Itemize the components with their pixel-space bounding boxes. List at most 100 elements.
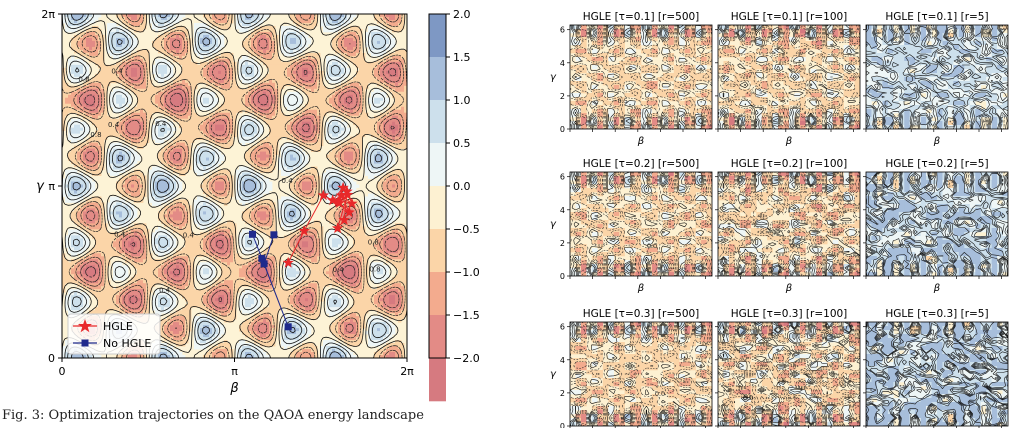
- contour-cell: [320, 100, 324, 105]
- contour-cell: [89, 46, 93, 51]
- contour-cell: [290, 100, 294, 105]
- contour-cell: [311, 94, 315, 99]
- contour-cell: [239, 106, 243, 111]
- contour-cell: [155, 37, 159, 42]
- contour-cell: [83, 88, 87, 93]
- contour-cell: [263, 91, 267, 96]
- contour-cell: [116, 76, 120, 81]
- contour-cell: [77, 157, 81, 161]
- contour-cell: [104, 133, 108, 138]
- contour-cell: [275, 64, 279, 69]
- contour-cell: [398, 97, 402, 102]
- contour-cell: [329, 73, 333, 78]
- contour-cell: [236, 88, 240, 93]
- contour-cell: [311, 145, 315, 150]
- contour-cell: [359, 121, 363, 126]
- contour-cell: [176, 55, 180, 60]
- contour-cell: [287, 49, 291, 54]
- contour-cell: [203, 28, 207, 33]
- contour-cell: [185, 31, 189, 36]
- contour-cell: [347, 34, 351, 39]
- contour-cell: [83, 103, 87, 108]
- contour-cell: [242, 166, 246, 170]
- contour-cell: [392, 37, 396, 42]
- contour-cell: [200, 76, 204, 81]
- contour-cell: [284, 52, 288, 57]
- contour-cell: [269, 73, 273, 78]
- contour-cell: [275, 49, 279, 54]
- contour-cell: [350, 178, 354, 182]
- contour-cell: [221, 142, 225, 147]
- contour-cell: [341, 19, 345, 24]
- contour-cell: [257, 73, 261, 78]
- contour-cell: [401, 127, 405, 132]
- contour-cell: [254, 19, 258, 24]
- contour-cell: [161, 61, 165, 66]
- contour-cell: [170, 37, 174, 42]
- contour-cell: [338, 103, 342, 108]
- contour-cell: [353, 58, 357, 63]
- contour-cell: [113, 55, 117, 60]
- contour-cell: [95, 34, 99, 39]
- contour-cell: [302, 76, 306, 81]
- contour-cell: [311, 61, 315, 66]
- contour-cell: [269, 100, 273, 105]
- contour-cell: [251, 94, 255, 99]
- contour-cell: [284, 172, 288, 176]
- contour-cell: [197, 73, 201, 78]
- contour-cell: [353, 61, 357, 66]
- contour-cell: [65, 100, 69, 105]
- contour-cell: [374, 70, 378, 75]
- contour-cell: [65, 106, 69, 111]
- contour-cell: [302, 184, 306, 188]
- contour-cell: [278, 124, 282, 129]
- contour-cell: [188, 142, 192, 147]
- contour-cell: [299, 49, 303, 54]
- contour-cell: [203, 79, 207, 84]
- contour-cell: [299, 67, 303, 72]
- contour-cell: [314, 55, 318, 60]
- contour-cell: [356, 58, 360, 63]
- contour-cell: [353, 49, 357, 54]
- contour-cell: [380, 64, 384, 69]
- contour-cell: [299, 73, 303, 78]
- contour-cell: [215, 124, 219, 129]
- contour-cell: [233, 112, 237, 117]
- contour-cell: [74, 61, 78, 66]
- contour-cell: [317, 55, 321, 60]
- contour-cell: [353, 97, 357, 102]
- contour-cell: [98, 28, 102, 33]
- contour-cell: [239, 88, 243, 93]
- contour-cell: [218, 76, 222, 81]
- contour-cell: [296, 28, 300, 33]
- contour-cell: [113, 97, 117, 102]
- contour-cell: [215, 184, 219, 188]
- contour-cell: [212, 64, 216, 69]
- contour-cell: [101, 82, 105, 87]
- contour-cell: [92, 166, 96, 170]
- contour-cell: [347, 154, 351, 158]
- contour-cell: [74, 100, 78, 105]
- contour-cell: [335, 34, 339, 39]
- contour-cell: [359, 106, 363, 111]
- contour-cell: [392, 16, 396, 21]
- contour-cell: [122, 70, 126, 75]
- contour-cell: [77, 40, 81, 45]
- contour-cell: [140, 49, 144, 54]
- contour-cell: [143, 70, 147, 75]
- contour-cell: [401, 106, 405, 111]
- contour-cell: [371, 73, 375, 78]
- contour-cell: [290, 61, 294, 66]
- contour-cell: [146, 112, 150, 117]
- contour-cell: [104, 103, 108, 108]
- contour-cell: [74, 79, 78, 84]
- contour-cell: [188, 106, 192, 111]
- contour-cell: [344, 43, 348, 48]
- contour-cell: [356, 61, 360, 66]
- contour-cell: [359, 88, 363, 93]
- contour-cell: [293, 157, 297, 161]
- contour-cell: [98, 124, 102, 129]
- contour-cell: [179, 187, 183, 191]
- contour-cell: [254, 14, 258, 18]
- contour-cell: [302, 40, 306, 45]
